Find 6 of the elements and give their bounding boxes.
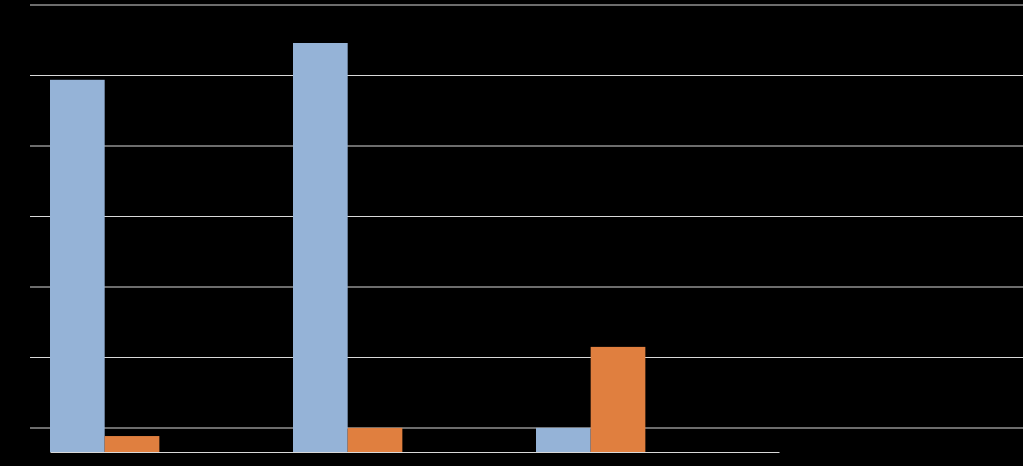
bar xyxy=(104,436,160,452)
bar xyxy=(50,79,105,452)
bar xyxy=(590,346,646,452)
bar xyxy=(536,427,591,452)
bar xyxy=(347,427,403,452)
bar xyxy=(293,43,348,452)
